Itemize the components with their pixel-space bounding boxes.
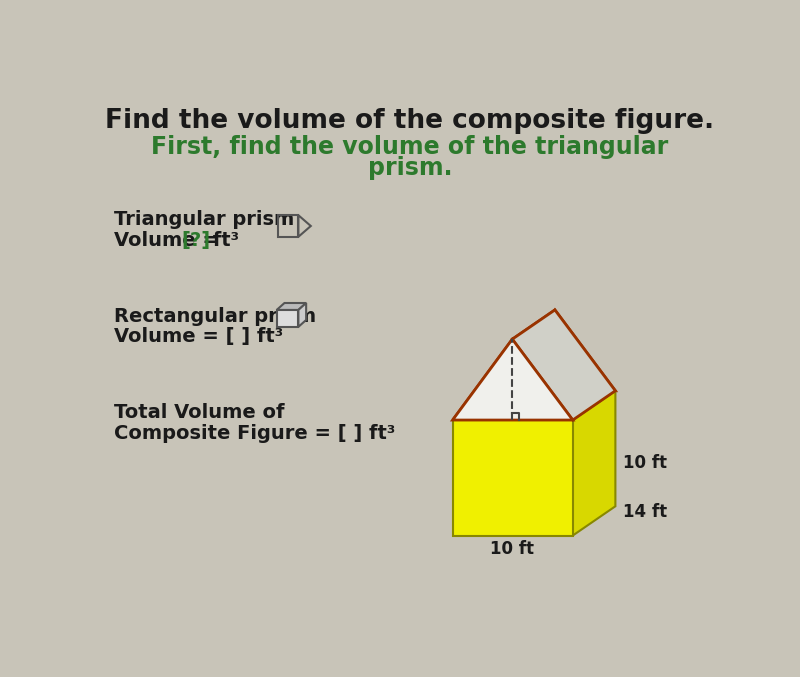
Text: Rectangular prism: Rectangular prism [114, 307, 316, 326]
Polygon shape [453, 310, 555, 420]
Polygon shape [453, 420, 573, 536]
Polygon shape [495, 310, 615, 391]
Text: prism.: prism. [368, 156, 452, 180]
Text: 10 ft: 10 ft [623, 454, 667, 472]
Text: [?]: [?] [182, 231, 210, 250]
Polygon shape [573, 391, 615, 536]
Text: Composite Figure = [ ] ft³: Composite Figure = [ ] ft³ [114, 424, 395, 443]
Polygon shape [453, 391, 615, 420]
Polygon shape [277, 310, 298, 327]
Polygon shape [512, 310, 615, 420]
Text: ft³: ft³ [206, 231, 239, 250]
Polygon shape [495, 391, 615, 506]
Text: 8 ft: 8 ft [522, 376, 554, 395]
Polygon shape [298, 303, 306, 327]
Text: Find the volume of the composite figure.: Find the volume of the composite figure. [106, 108, 714, 134]
Text: First, find the volume of the triangular: First, find the volume of the triangular [151, 135, 669, 158]
Text: 10 ft: 10 ft [490, 540, 534, 559]
Text: Volume =: Volume = [114, 231, 226, 250]
Polygon shape [453, 339, 573, 420]
Text: 14 ft: 14 ft [623, 504, 667, 521]
Text: Total Volume of: Total Volume of [114, 403, 285, 422]
Text: Volume = [ ] ft³: Volume = [ ] ft³ [114, 328, 283, 347]
Text: Triangular prism: Triangular prism [114, 211, 294, 230]
Polygon shape [277, 303, 306, 310]
